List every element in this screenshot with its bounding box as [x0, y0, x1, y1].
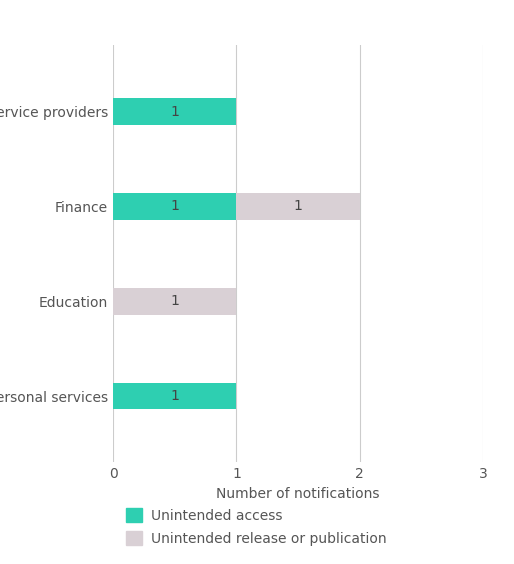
Text: 1: 1 — [170, 294, 179, 309]
Legend: Unintended access, Unintended release or publication: Unintended access, Unintended release or… — [120, 503, 392, 552]
Bar — [113, 288, 236, 315]
Bar — [236, 193, 360, 219]
Text: 1: 1 — [170, 199, 179, 213]
X-axis label: Number of notifications: Number of notifications — [216, 487, 380, 501]
Text: 1: 1 — [170, 104, 179, 118]
Text: 1: 1 — [170, 389, 179, 403]
Bar — [113, 383, 236, 409]
Bar — [113, 98, 236, 125]
Bar — [113, 193, 236, 219]
Text: 1: 1 — [293, 199, 303, 213]
